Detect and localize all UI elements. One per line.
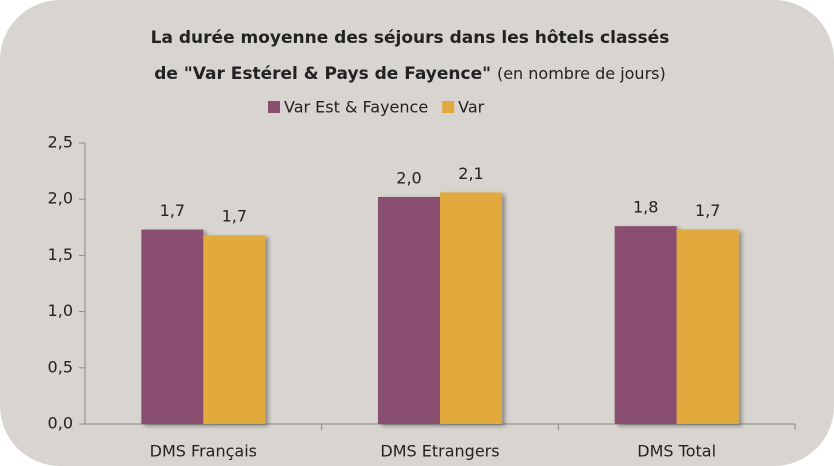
data-label: 2,0 <box>396 168 421 187</box>
chart-title-line: de "Var Estérel & Pays de Fayence" (en no… <box>154 64 665 85</box>
legend-swatch <box>442 101 455 113</box>
x-tick-label: DMS Etrangers <box>380 442 499 461</box>
bar <box>378 196 440 424</box>
data-label: 1,7 <box>695 201 720 220</box>
x-tick-label: DMS Français <box>150 442 257 461</box>
y-tick-label: 0,0 <box>48 414 73 433</box>
data-label: 1,7 <box>222 207 247 226</box>
chart-title: La durée moyenne des séjours dans les hô… <box>151 28 670 48</box>
y-tick-label: 1,5 <box>48 245 73 264</box>
data-label: 2,1 <box>458 164 483 183</box>
y-tick-label: 1,0 <box>48 301 73 320</box>
legend-swatch <box>268 101 280 113</box>
bar <box>440 192 502 424</box>
y-tick-label: 0,5 <box>48 357 73 376</box>
legend-label: Var Est & Fayence <box>284 98 428 117</box>
chart-title: de "Var Estérel & Pays de Fayence" <box>154 64 491 84</box>
bar <box>676 229 739 424</box>
y-tick-label: 2,5 <box>48 133 73 152</box>
data-label: 1,8 <box>633 198 658 217</box>
legend-label: Var <box>458 98 485 117</box>
y-tick-label: 2,0 <box>48 189 73 208</box>
x-tick-label: DMS Total <box>637 442 716 461</box>
chart-subtitle: (en nombre de jours) <box>497 64 666 83</box>
data-label: 1,7 <box>160 201 185 220</box>
bar <box>614 226 677 424</box>
bar <box>203 235 266 424</box>
bar <box>141 229 204 424</box>
